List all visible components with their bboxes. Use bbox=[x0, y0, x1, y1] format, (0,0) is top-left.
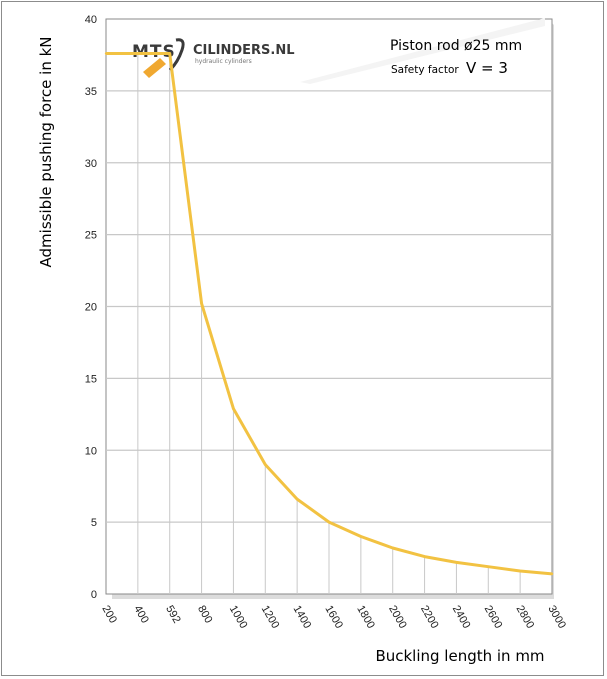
x-tick-label-2600: 2600 bbox=[482, 604, 505, 631]
y-tick-label-10: 10 bbox=[85, 445, 97, 457]
data-point-1000 bbox=[232, 407, 235, 410]
y-tick-label-20: 20 bbox=[85, 302, 97, 314]
x-tick-label-1600: 1600 bbox=[322, 604, 345, 631]
y-axis-title: Admissible pushing force in kN bbox=[37, 37, 55, 268]
y-tick-label-0: 0 bbox=[91, 589, 97, 601]
y-tick-label-25: 25 bbox=[85, 230, 97, 242]
x-tick-label-1000: 1000 bbox=[227, 604, 250, 631]
y-tick-labels: 0 5 10 15 20 25 30 35 40 bbox=[85, 14, 97, 601]
x-tick-label-200: 200 bbox=[99, 604, 119, 626]
data-point-200 bbox=[104, 52, 108, 55]
x-tick-label-2800: 2800 bbox=[514, 604, 537, 631]
data-point-2800 bbox=[518, 569, 522, 573]
brand-logo: MTS CILINDERS.NL hydraulic cylinders bbox=[132, 18, 545, 84]
annotation-safety-value: V = 3 bbox=[466, 59, 508, 77]
x-tick-label-1400: 1400 bbox=[291, 604, 314, 631]
annotation-piston-rod: Piston rod ø25 mm bbox=[390, 38, 522, 54]
x-tick-label-592: 592 bbox=[163, 604, 183, 626]
data-point-2200 bbox=[423, 555, 426, 558]
data-point-2400 bbox=[455, 561, 458, 564]
x-tick-label-800: 800 bbox=[195, 604, 215, 626]
y-tick-label-30: 30 bbox=[85, 158, 97, 170]
y-tick-label-35: 35 bbox=[85, 86, 97, 98]
x-tick-labels: 200 400 592 800 1000 1200 1400 1600 1800 2000 2200… bbox=[99, 604, 568, 631]
x-axis-title: Buckling length in mm bbox=[375, 647, 544, 665]
logo-swoosh bbox=[300, 18, 545, 84]
data-point-800 bbox=[200, 302, 203, 305]
data-point-592 bbox=[168, 52, 171, 55]
data-point-2000 bbox=[391, 546, 394, 550]
x-tick-label-3000: 3000 bbox=[545, 604, 568, 631]
y-tick-label-15: 15 bbox=[85, 373, 97, 385]
x-tick-label-2400: 2400 bbox=[450, 604, 473, 631]
logo-text-cilinders: CILINDERS.NL bbox=[193, 43, 295, 58]
y-tick-label-5: 5 bbox=[91, 517, 97, 529]
data-point-1200 bbox=[264, 463, 267, 466]
data-point-1600 bbox=[327, 520, 331, 524]
logo-tagline: hydraulic cylinders bbox=[195, 58, 252, 65]
x-tick-label-1200: 1200 bbox=[259, 604, 282, 631]
vertical-gridlines bbox=[137, 53, 521, 594]
annotation-safety-label: Safety factor bbox=[391, 64, 459, 76]
data-point-1400 bbox=[295, 497, 299, 501]
data-point-2600 bbox=[487, 565, 490, 568]
x-tick-label-2200: 2200 bbox=[418, 604, 441, 631]
series-points bbox=[104, 52, 554, 576]
data-point-3000 bbox=[550, 572, 554, 576]
horizontal-gridlines bbox=[106, 90, 552, 523]
x-tick-label-2000: 2000 bbox=[386, 604, 409, 631]
logo-s-mark bbox=[168, 38, 185, 72]
y-tick-label-40: 40 bbox=[85, 14, 97, 26]
logo-accent-mark bbox=[143, 58, 166, 78]
data-point-1800 bbox=[359, 535, 363, 538]
x-tick-label-1800: 1800 bbox=[354, 604, 377, 631]
data-point-400 bbox=[136, 52, 140, 55]
x-tick-label-400: 400 bbox=[131, 604, 151, 626]
